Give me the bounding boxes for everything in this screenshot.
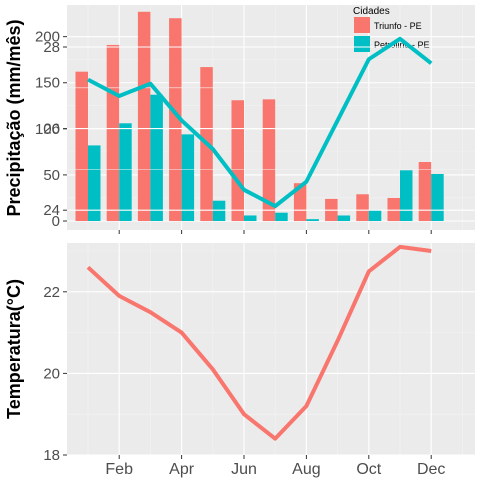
temperature-gridlines <box>67 46 475 456</box>
precipitation-bar-petrolina-jul <box>275 212 288 221</box>
precipitation-bar-petrolina-may <box>212 200 226 221</box>
legend-key-triunfo <box>354 17 370 33</box>
temperature-x-tick-label-dec: Dec <box>417 461 445 478</box>
precipitation-bar-triunfo-aug <box>293 183 307 221</box>
temperature-y-axis-title: Temperatura(°C) <box>4 279 24 419</box>
precipitation-bar-petrolina-oct <box>368 209 382 221</box>
temperature-x-tick-label-oct: Oct <box>356 461 381 478</box>
precipitation-bar-triunfo-mar <box>137 11 151 221</box>
temperature-panel-background <box>67 243 475 455</box>
precipitation-bar-petrolina-dec <box>431 173 444 221</box>
precipitation-bar-petrolina-feb <box>119 123 132 221</box>
temperature-x-axis: Feb Apr Jun Aug Oct Dec <box>105 455 445 478</box>
temperature-panel: 18 20 22 24 26 28 Feb Apr Jun Aug Oct Dec Temperat… <box>4 36 475 478</box>
precipitation-bar-petrolina-aug <box>306 219 319 221</box>
temperature-y-axis: 18 20 22 24 26 28 <box>43 39 67 464</box>
temperature-x-tick-label-jun: Jun <box>231 461 257 478</box>
precipitation-bar-triunfo-nov <box>387 197 400 221</box>
temperature-line-petrolina <box>87 36 433 209</box>
temperature-line-triunfo <box>86 244 432 441</box>
temperature-x-tick-label-feb: Feb <box>105 461 133 478</box>
precipitation-y-tick-label: 100 <box>35 121 60 138</box>
legend-label-triunfo: Triunfo - PE <box>374 21 422 31</box>
legend-title: Cidades <box>353 6 390 17</box>
temperature-y-tick-label: 22 <box>43 284 60 301</box>
precipitation-bar-triunfo-jul <box>262 99 276 221</box>
precipitation-y-tick-label: 200 <box>35 29 60 46</box>
legend-key-petrolina <box>354 36 370 52</box>
legend: Cidades Triunfo - PE Petrolina - PE <box>353 6 430 52</box>
temperature-lines <box>86 36 433 441</box>
legend-label-petrolina: Petrolina - PE <box>374 40 430 50</box>
precipitation-bar-petrolina-mar <box>150 94 163 221</box>
precipitation-y-tick-label: 50 <box>43 167 60 184</box>
precipitation-y-tick-label: 150 <box>35 75 60 92</box>
precipitation-x-ticks <box>118 230 432 234</box>
temperature-y-tick-label: 28 <box>43 39 60 56</box>
precipitation-bars <box>75 11 444 222</box>
precipitation-bar-petrolina-sep <box>337 215 351 221</box>
precipitation-bar-triunfo-feb <box>106 44 120 222</box>
precipitation-bar-petrolina-nov <box>400 170 413 221</box>
precipitation-y-axis-title: Precipitação (mm/mês) <box>4 19 24 216</box>
precipitation-y-axis: 0 50 100 150 200 <box>35 29 67 230</box>
precipitation-bar-triunfo-jan <box>75 71 88 222</box>
temperature-y-tick-label: 24 <box>43 202 60 219</box>
temperature-y-tick-label: 20 <box>43 365 60 382</box>
precipitation-bar-petrolina-jan <box>88 145 101 221</box>
precipitation-bar-petrolina-apr <box>181 134 195 221</box>
precipitation-bar-triunfo-oct <box>356 194 369 221</box>
precipitation-bar-triunfo-apr <box>169 18 182 221</box>
precipitation-bar-triunfo-jun <box>231 100 244 221</box>
temperature-x-tick-label-apr: Apr <box>169 461 195 478</box>
precipitation-bar-triunfo-dec <box>418 162 432 221</box>
precipitation-y-tick-label: 0 <box>52 213 60 230</box>
temperature-x-tick-label-aug: Aug <box>292 461 320 478</box>
temperature-y-tick-label: 18 <box>43 447 60 464</box>
temperature-y-tick-label: 26 <box>43 121 60 138</box>
precipitation-bar-petrolina-jun <box>244 215 257 221</box>
